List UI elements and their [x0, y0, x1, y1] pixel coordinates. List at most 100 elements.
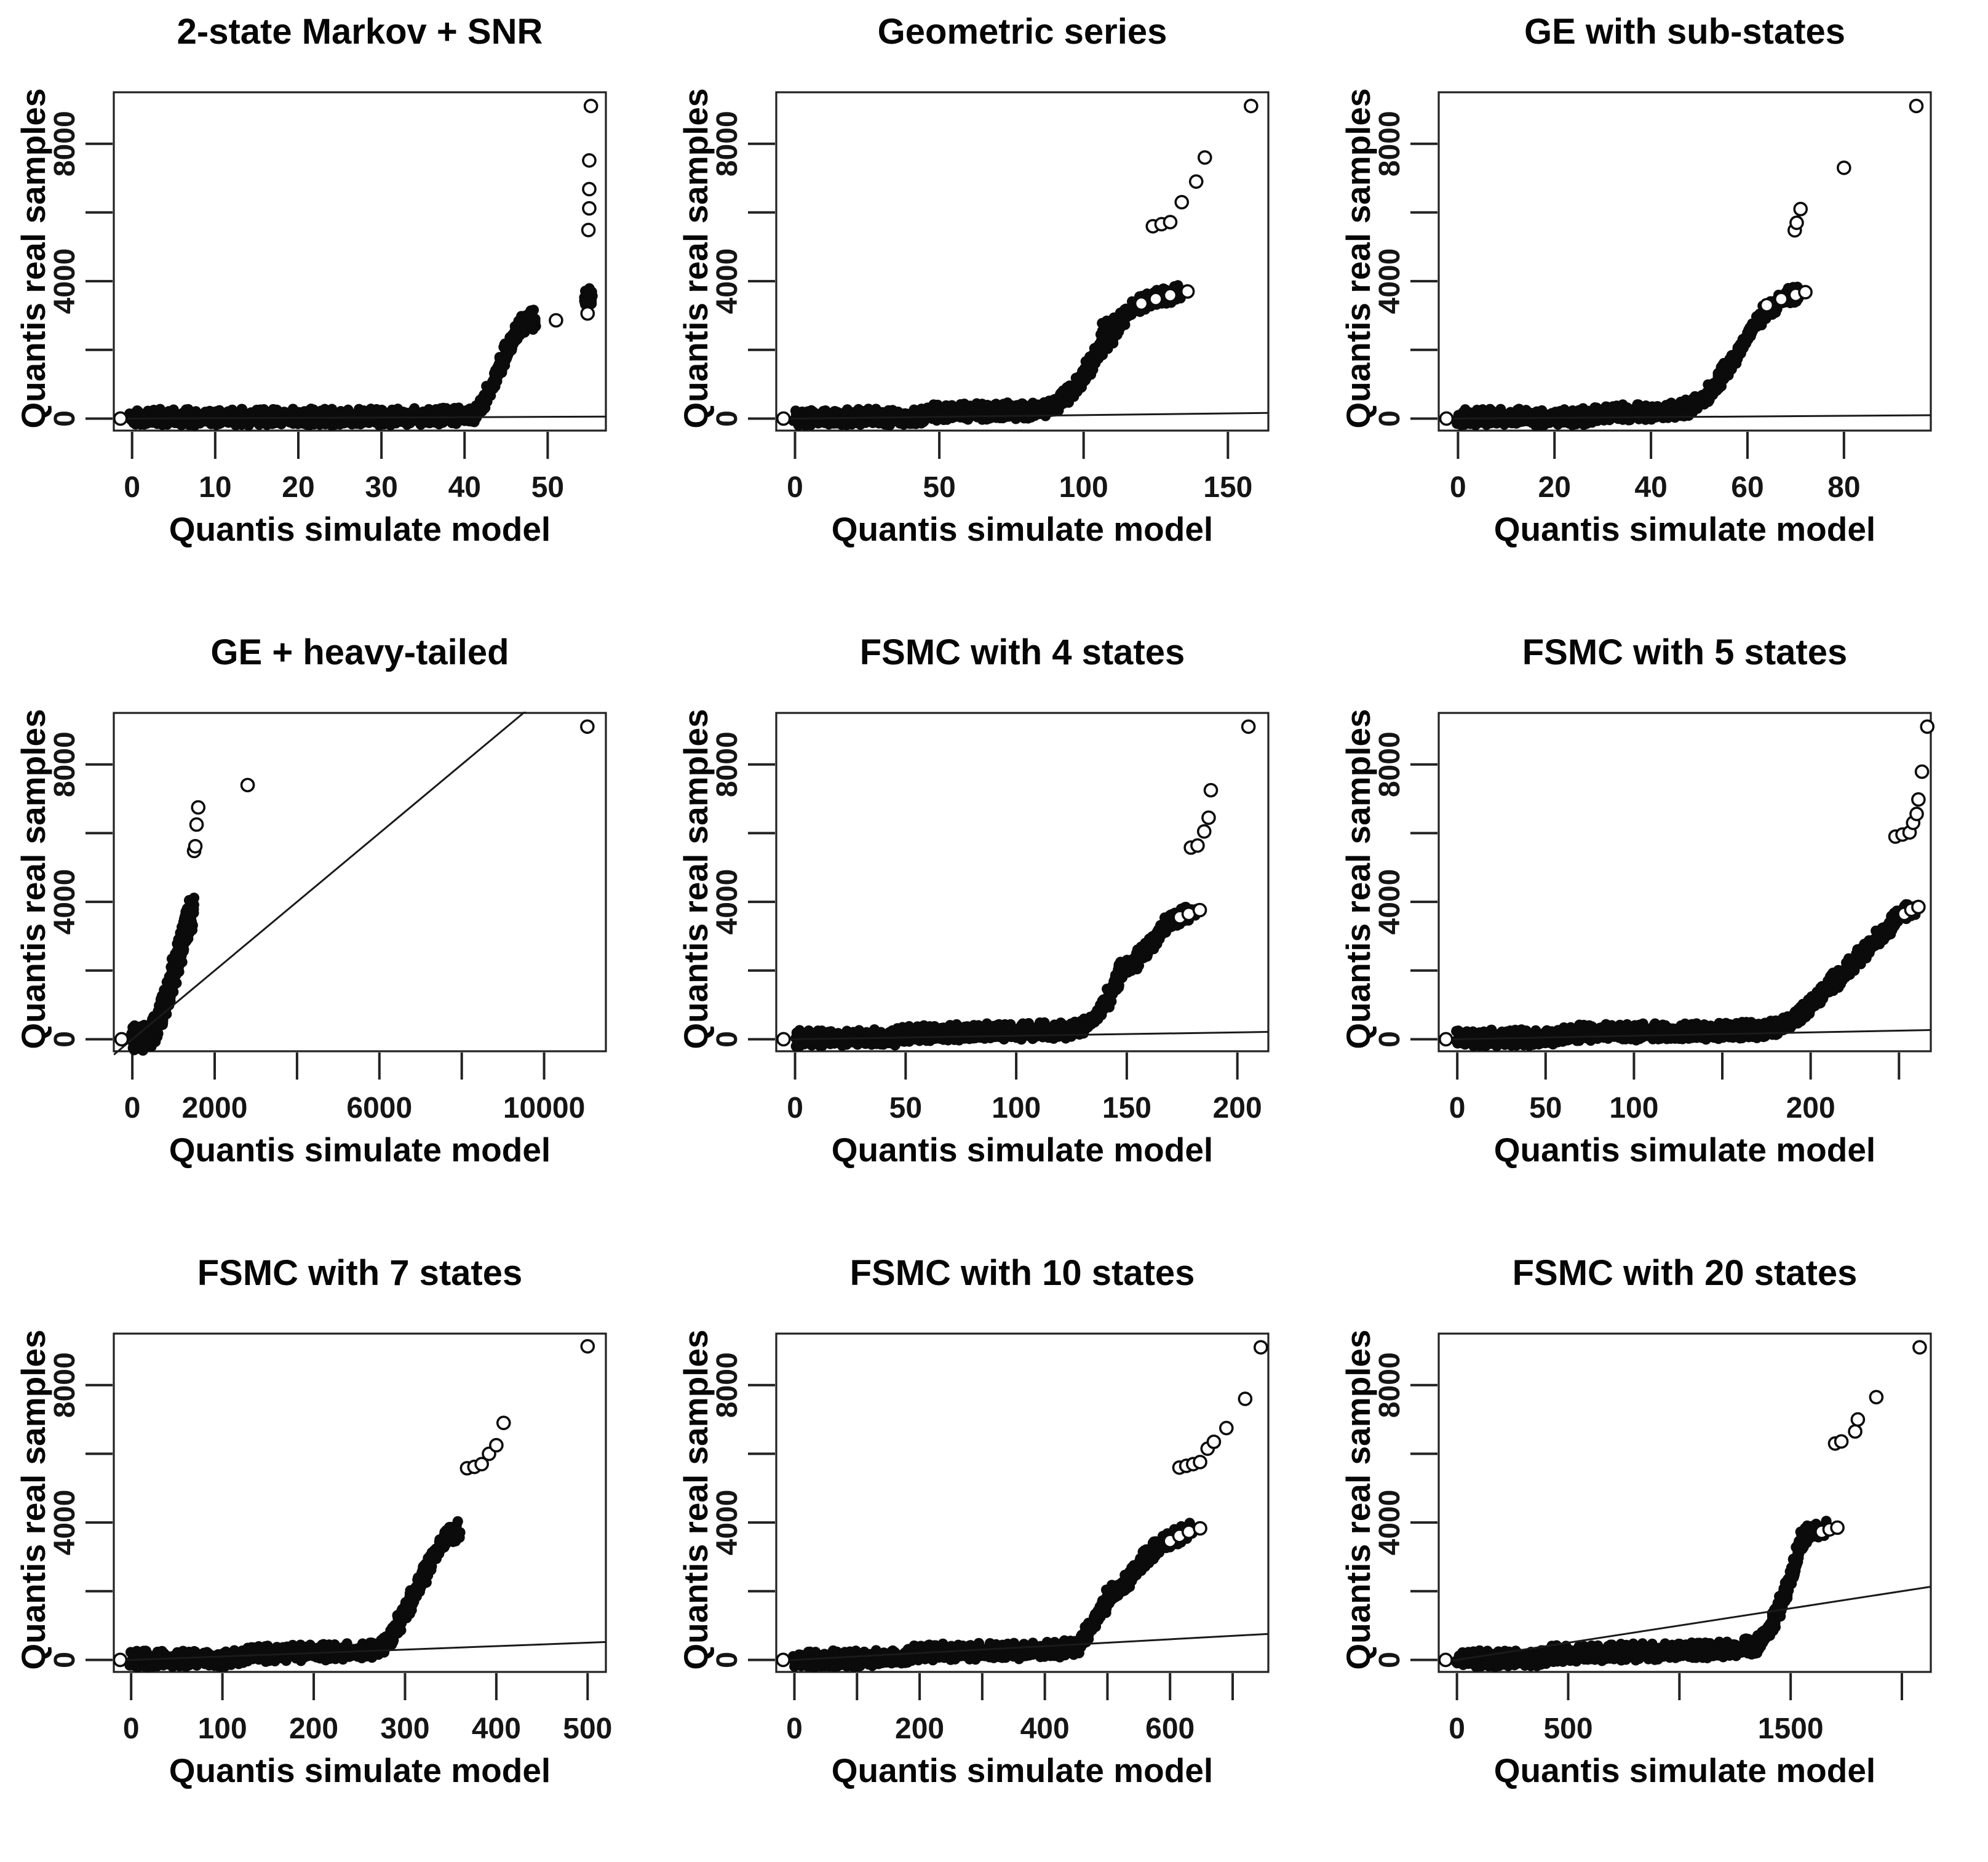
x-tick-label: 600: [1145, 1713, 1195, 1745]
panel-title: Geometric series: [877, 12, 1167, 52]
y-tick-label: 4000: [1374, 1490, 1406, 1556]
x-tick-label: 150: [1102, 1092, 1151, 1124]
x-axis-ticks: 0 10 20 30 40 50: [124, 432, 564, 504]
y-tick-label: 4000: [1374, 249, 1406, 314]
x-tick-label: 150: [1203, 471, 1252, 504]
plot-area: 0 100 200 300 400 500 0 4000 8000: [49, 1332, 612, 1745]
x-tick-label: 100: [198, 1713, 247, 1745]
dense-sample-points: [1450, 899, 1922, 1052]
panel-title: 2-state Markov + SNR: [177, 12, 543, 52]
y-axis-ticks: 0 4000 8000: [711, 1352, 775, 1668]
x-axis-ticks: 0 200 400 600: [786, 1673, 1234, 1745]
x-tick-label: 0: [787, 471, 803, 504]
x-axis-label: Quantis simulate model: [169, 1131, 551, 1169]
outlier-points: [113, 98, 598, 426]
y-tick-label: 8000: [49, 111, 81, 177]
x-tick-label: 0: [1449, 1092, 1466, 1124]
x-axis-label: Quantis simulate model: [831, 510, 1214, 548]
x-tick-label: 10: [199, 471, 231, 504]
reference-line: [1439, 1028, 1931, 1041]
x-tick-label: 500: [1543, 1713, 1592, 1745]
x-axis-ticks: 0 50 100 150 200: [787, 1052, 1262, 1124]
outlier-points: [113, 1339, 595, 1668]
y-axis-ticks: 0 4000 8000: [1374, 111, 1437, 427]
qq-panel-fsmc-7-states: 0 100 200 300 400 500 0 4000 8000 FSMC with 7 st…: [0, 1241, 662, 1862]
x-tick-label: 50: [1529, 1092, 1562, 1124]
x-axis-label: Quantis simulate model: [831, 1751, 1214, 1789]
panel-title: FSMC with 7 states: [197, 1253, 523, 1293]
plot-area: 0 200 400 600 0 4000 8000: [711, 1332, 1270, 1745]
outlier-points: [776, 1340, 1268, 1668]
x-axis-ticks: 0 50 100 200: [1449, 1052, 1901, 1124]
x-axis-label: Quantis simulate model: [1493, 510, 1876, 548]
plot-box: [1437, 712, 1932, 1052]
x-axis-label: Quantis simulate model: [831, 1131, 1214, 1169]
y-axis-label: Quantis real samples: [677, 709, 715, 1049]
y-axis-ticks: 0 4000 8000: [1374, 731, 1437, 1048]
x-tick-label: 0: [124, 471, 140, 504]
y-tick-label: 4000: [711, 869, 744, 935]
panel-title: FSMC with 20 states: [1512, 1253, 1858, 1293]
y-tick-label: 0: [49, 1652, 81, 1668]
y-axis-label: Quantis real samples: [1339, 709, 1377, 1049]
plot-area: 0 50 100 200 0 4000 8000: [1374, 712, 1935, 1124]
reference-line: [1439, 414, 1931, 420]
outlier-points: [114, 719, 595, 1047]
outlier-points: [1438, 1340, 1927, 1668]
x-axis-ticks: 0 100 200 300 400 500: [123, 1673, 612, 1745]
y-axis-ticks: 0 4000 8000: [49, 111, 113, 427]
y-tick-label: 4000: [49, 1490, 81, 1556]
y-tick-label: 0: [49, 410, 81, 427]
x-tick-label: 100: [1609, 1092, 1658, 1124]
y-tick-label: 4000: [1374, 869, 1406, 935]
outlier-points: [1438, 719, 1935, 1047]
qq-panel-ge-substates: 0 20 40 60 80 0 4000 8000 GE with sub-states Qu…: [1325, 0, 1987, 621]
x-tick-label: 100: [992, 1092, 1041, 1124]
qq-panel-fsmc-5-states: 0 50 100 200 0 4000 8000 FSMC with 5 states Qu…: [1325, 621, 1987, 1241]
panel-title: GE + heavy-tailed: [210, 632, 509, 672]
qq-panel-geometric-series: 0 50 100 150 0 4000 8000 Geometric series Quan…: [662, 0, 1325, 621]
x-tick-label: 60: [1731, 471, 1763, 504]
y-axis-label: Quantis real samples: [677, 1329, 715, 1670]
reference-line: [776, 412, 1268, 420]
y-tick-label: 8000: [1374, 1352, 1406, 1418]
dense-sample-points: [787, 280, 1186, 431]
y-tick-label: 0: [711, 1031, 744, 1048]
x-tick-label: 400: [1020, 1713, 1070, 1745]
dense-sample-points: [1450, 1516, 1832, 1673]
x-axis-ticks: 0 20 40 60 80: [1450, 432, 1861, 504]
reference-line: [776, 1633, 1268, 1662]
x-tick-label: 40: [448, 471, 481, 504]
panel-title: FSMC with 10 states: [849, 1253, 1195, 1293]
x-tick-label: 500: [563, 1713, 612, 1745]
y-tick-label: 0: [711, 1652, 744, 1668]
x-tick-label: 6000: [346, 1092, 412, 1124]
dense-sample-points: [125, 893, 200, 1056]
plot-box: [113, 1332, 607, 1673]
x-tick-label: 10000: [503, 1092, 585, 1124]
y-axis-ticks: 0 4000 8000: [711, 111, 775, 427]
y-tick-label: 0: [1374, 1031, 1406, 1048]
plot-box: [113, 712, 607, 1052]
qq-panel-fsmc-20-states: 0 500 1500 0 4000 8000 FSMC with 20 states Qu…: [1325, 1241, 1987, 1862]
y-tick-label: 0: [49, 1031, 81, 1048]
panel-title: FSMC with 4 states: [859, 632, 1185, 672]
x-tick-label: 2000: [182, 1092, 248, 1124]
x-tick-label: 100: [1059, 471, 1108, 504]
y-axis-label: Quantis real samples: [14, 709, 52, 1049]
plot-area: 0 50 100 150 0 4000 8000: [711, 91, 1270, 504]
y-axis-ticks: 0 4000 8000: [49, 1352, 113, 1668]
qq-panel-fsmc-4-states: 0 50 100 150 200 0 4000 8000 FSMC with 4 states…: [662, 621, 1325, 1241]
reference-line: [776, 1031, 1268, 1041]
x-tick-label: 0: [124, 1092, 141, 1124]
x-tick-label: 0: [1450, 471, 1466, 504]
x-tick-label: 200: [1213, 1092, 1262, 1124]
qq-panel-fsmc-10-states: 0 200 400 600 0 4000 8000 FSMC with 10 states …: [662, 1241, 1325, 1862]
x-axis-label: Quantis simulate model: [169, 510, 551, 548]
y-tick-label: 0: [1374, 1652, 1406, 1668]
y-axis-ticks: 0 4000 8000: [711, 731, 775, 1048]
reference-line: [114, 712, 527, 1056]
reference-line: [1439, 1586, 1931, 1664]
plot-area: 0 2000 6000 10000 0 4000 8000: [49, 712, 607, 1124]
